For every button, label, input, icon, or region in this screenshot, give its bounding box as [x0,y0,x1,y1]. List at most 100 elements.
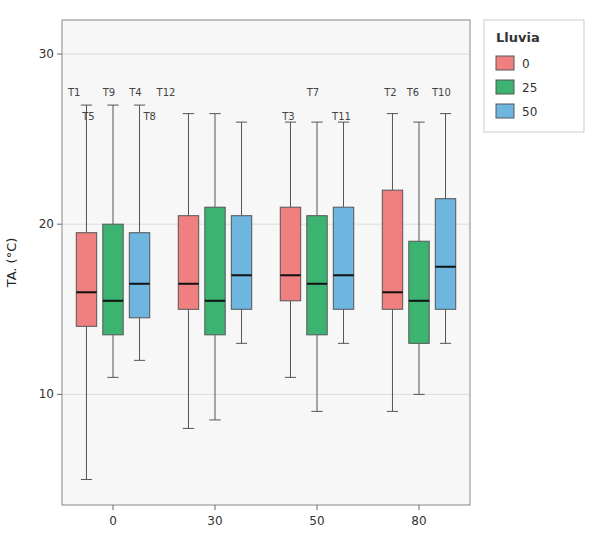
box [178,216,198,310]
annotation: T12 [156,87,176,98]
whisker-cap [311,122,322,123]
whisker [419,122,420,241]
tick-label: 30 [39,47,54,61]
tick-label: 0 [109,514,117,528]
whisker [445,309,446,343]
whisker-cap [440,343,451,344]
tick-label: 30 [207,514,222,528]
whisker [241,309,242,343]
annotation: T9 [102,87,115,98]
box [382,190,402,309]
annotation: T2 [383,87,396,98]
whisker [215,114,216,208]
median [103,300,123,302]
whisker-cap [107,377,118,378]
whisker-cap [209,419,220,420]
whisker-cap [413,394,424,395]
plot-area [62,20,470,505]
whisker-cap [387,113,398,114]
median [333,274,353,276]
whisker [113,335,114,378]
whisker [139,105,140,233]
median [280,274,300,276]
whisker [343,309,344,343]
whisker-cap [134,105,145,106]
whisker-cap [209,113,220,114]
legend-swatch [496,56,514,70]
whisker [419,343,420,394]
whisker [86,326,87,479]
legend-title: Lluvia [496,30,540,45]
whisker [290,301,291,378]
box [205,207,225,335]
box [231,216,251,310]
plot-frame [62,20,470,505]
annotation: T7 [306,87,319,98]
whisker [317,122,318,216]
grid-line [62,394,470,395]
whisker [86,105,87,233]
median [178,283,198,285]
box [103,224,123,335]
whisker [392,309,393,411]
median [382,291,402,293]
box [409,241,429,343]
tick-label: 50 [309,514,324,528]
tick-mark [57,394,62,395]
box [129,233,149,318]
grid-line [62,54,470,55]
axis-label: TA. (°C) [4,238,19,289]
tick-mark [57,224,62,225]
whisker-cap [236,343,247,344]
median [76,291,96,293]
whisker-cap [81,479,92,480]
whisker [188,114,189,216]
marks [76,105,455,479]
whisker-cap [338,343,349,344]
whisker [241,122,242,216]
whisker-cap [107,105,118,106]
annotation: T8 [142,111,155,122]
box [307,216,327,335]
box [435,199,455,310]
whisker-cap [134,360,145,361]
legend-entry: 0 [522,57,530,71]
legend-entry: 50 [522,105,537,119]
annotation: T5 [81,111,94,122]
whisker-cap [311,411,322,412]
tick-mark [113,505,114,510]
whisker-cap [413,122,424,123]
annotation: T3 [281,111,294,122]
tick-label: 10 [39,387,54,401]
box [333,207,353,309]
legend-swatch [496,104,514,118]
whisker [343,122,344,207]
tick-mark [57,54,62,55]
whisker [445,114,446,199]
whisker [290,122,291,207]
whisker-cap [81,105,92,106]
whisker-cap [285,377,296,378]
annotation: T1 [67,87,80,98]
median [307,283,327,285]
whisker-cap [440,113,451,114]
box [280,207,300,301]
median [435,266,455,268]
legend-swatch [496,80,514,94]
whisker-cap [387,411,398,412]
whisker-cap [183,113,194,114]
box [76,233,96,327]
annotation: T11 [331,111,351,122]
legend-box [484,20,584,132]
chart: 10 20 30 0 30 50 80 TA. (°C) T1 T5 T9 T4 T8 T12 T7 T3 T1… [0,0,602,552]
legend-entry: 25 [522,81,537,95]
median [231,274,251,276]
median [409,300,429,302]
whisker [317,335,318,412]
annotation: T10 [431,87,451,98]
tick-label: 80 [411,514,426,528]
tick-mark [215,505,216,510]
tick-label: 20 [39,217,54,231]
whisker-cap [236,122,247,123]
annotation: T4 [128,87,141,98]
